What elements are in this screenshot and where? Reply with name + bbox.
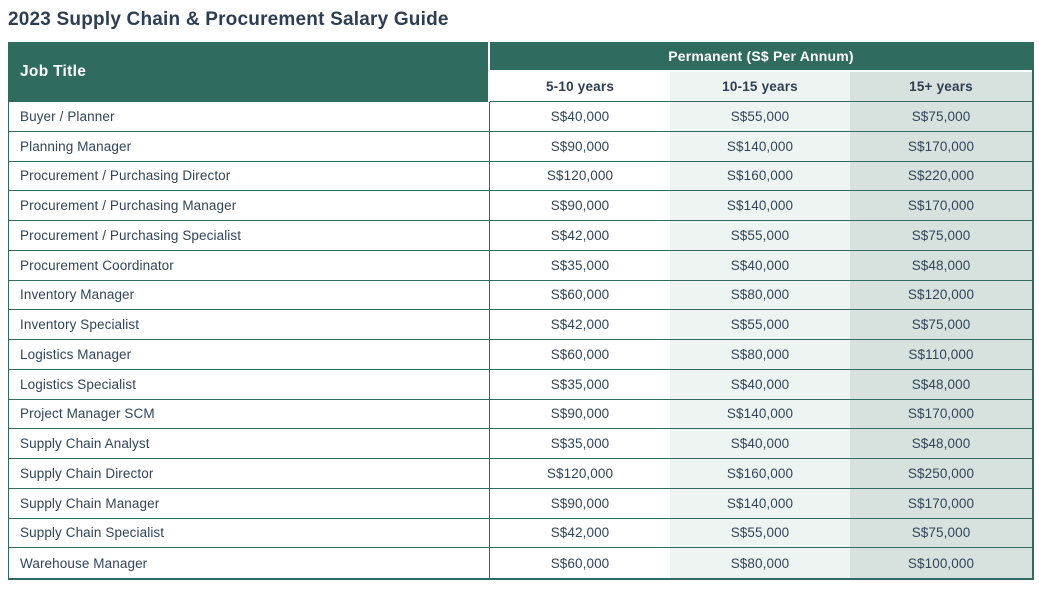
salary-cell: S$170,000 <box>850 488 1033 519</box>
salary-cell: S$48,000 <box>850 369 1033 400</box>
salary-cell: S$220,000 <box>850 161 1033 192</box>
job-title-cell: Logistics Specialist <box>9 369 490 400</box>
job-title-column-header: Job Title <box>9 42 490 102</box>
salary-cell: S$120,000 <box>490 161 670 192</box>
table-row: Procurement Coordinator S$35,000 S$40,00… <box>9 250 1033 281</box>
salary-cell: S$80,000 <box>670 340 850 370</box>
table-row: Procurement / Purchasing Manager S$90,00… <box>9 191 1033 221</box>
table-row: Supply Chain Analyst S$35,000 S$40,000 S… <box>9 429 1033 459</box>
salary-cell: S$140,000 <box>670 191 850 221</box>
salary-cell: S$40,000 <box>670 250 850 281</box>
job-title-cell: Procurement / Purchasing Specialist <box>9 221 490 251</box>
salary-cell: S$35,000 <box>490 250 670 281</box>
column-header-5-10-years: 5-10 years <box>490 72 670 102</box>
table-row: Supply Chain Director S$120,000 S$160,00… <box>9 459 1033 489</box>
salary-cell: S$55,000 <box>670 102 850 132</box>
salary-cell: S$110,000 <box>850 340 1033 370</box>
salary-cell: S$60,000 <box>490 280 670 311</box>
salary-cell: S$48,000 <box>850 250 1033 281</box>
salary-cell: S$75,000 <box>850 518 1033 549</box>
job-title-cell: Procurement / Purchasing Manager <box>9 191 490 221</box>
table-row: Inventory Specialist S$42,000 S$55,000 S… <box>9 310 1033 340</box>
salary-cell: S$40,000 <box>490 102 670 132</box>
table-row: Supply Chain Specialist S$42,000 S$55,00… <box>9 518 1033 549</box>
salary-cell: S$120,000 <box>490 459 670 489</box>
job-title-cell: Inventory Manager <box>9 280 490 311</box>
salary-cell: S$170,000 <box>850 131 1033 162</box>
salary-cell: S$160,000 <box>670 161 850 192</box>
salary-cell: S$80,000 <box>670 548 850 578</box>
salary-cell: S$60,000 <box>490 548 670 578</box>
salary-cell: S$60,000 <box>490 340 670 370</box>
salary-cell: S$55,000 <box>670 310 850 340</box>
job-title-cell: Buyer / Planner <box>9 102 490 132</box>
page: 2023 Supply Chain & Procurement Salary G… <box>8 9 1035 580</box>
table-row: Planning Manager S$90,000 S$140,000 S$17… <box>9 131 1033 162</box>
job-title-cell: Inventory Specialist <box>9 310 490 340</box>
job-title-cell: Project Manager SCM <box>9 399 490 430</box>
table-body: Buyer / Planner S$40,000 S$55,000 S$75,0… <box>9 102 1033 578</box>
salary-cell: S$90,000 <box>490 399 670 430</box>
salary-cell: S$42,000 <box>490 518 670 549</box>
salary-cell: S$55,000 <box>670 221 850 251</box>
salary-cell: S$100,000 <box>850 548 1033 578</box>
table-row: Logistics Manager S$60,000 S$80,000 S$11… <box>9 340 1033 370</box>
experience-header-row: 5-10 years 10-15 years 15+ years <box>9 72 1033 102</box>
table-row: Buyer / Planner S$40,000 S$55,000 S$75,0… <box>9 102 1033 132</box>
column-header-10-15-years: 10-15 years <box>670 72 850 102</box>
column-header-15-plus-years: 15+ years <box>850 72 1033 102</box>
salary-cell: S$170,000 <box>850 191 1033 221</box>
salary-cell: S$75,000 <box>850 102 1033 132</box>
salary-cell: S$170,000 <box>850 399 1033 430</box>
salary-cell: S$80,000 <box>670 280 850 311</box>
job-title-cell: Supply Chain Director <box>9 459 490 489</box>
table-row: Logistics Specialist S$35,000 S$40,000 S… <box>9 369 1033 400</box>
salary-cell: S$42,000 <box>490 310 670 340</box>
job-title-cell: Supply Chain Analyst <box>9 429 490 459</box>
job-title-cell: Procurement / Purchasing Director <box>9 161 490 192</box>
salary-cell: S$90,000 <box>490 191 670 221</box>
job-title-cell: Warehouse Manager <box>9 548 490 578</box>
job-title-cell: Planning Manager <box>9 131 490 162</box>
salary-cell: S$120,000 <box>850 280 1033 311</box>
salary-cell: S$75,000 <box>850 221 1033 251</box>
salary-cell: S$35,000 <box>490 429 670 459</box>
job-title-cell: Supply Chain Manager <box>9 488 490 519</box>
page-title: 2023 Supply Chain & Procurement Salary G… <box>8 9 449 30</box>
salary-cell: S$42,000 <box>490 221 670 251</box>
table-row: Procurement / Purchasing Director S$120,… <box>9 161 1033 192</box>
table-row: Supply Chain Manager S$90,000 S$140,000 … <box>9 488 1033 519</box>
salary-cell: S$140,000 <box>670 399 850 430</box>
table-row: Inventory Manager S$60,000 S$80,000 S$12… <box>9 280 1033 311</box>
salary-cell: S$160,000 <box>670 459 850 489</box>
salary-cell: S$35,000 <box>490 369 670 400</box>
salary-cell: S$250,000 <box>850 459 1033 489</box>
table-row: Warehouse Manager S$60,000 S$80,000 S$10… <box>9 548 1033 578</box>
salary-cell: S$48,000 <box>850 429 1033 459</box>
salary-cell: S$75,000 <box>850 310 1033 340</box>
salary-cell: S$40,000 <box>670 429 850 459</box>
table-row: Procurement / Purchasing Specialist S$42… <box>9 221 1033 251</box>
salary-table: Job Title Permanent (S$ Per Annum) 5-10 … <box>8 42 1035 580</box>
permanent-group-header: Permanent (S$ Per Annum) <box>490 42 1033 72</box>
salary-cell: S$140,000 <box>670 131 850 162</box>
salary-cell: S$90,000 <box>490 488 670 519</box>
salary-cell: S$90,000 <box>490 131 670 162</box>
table-header: Job Title Permanent (S$ Per Annum) 5-10 … <box>9 42 1033 102</box>
salary-cell: S$55,000 <box>670 518 850 549</box>
table-row: Project Manager SCM S$90,000 S$140,000 S… <box>9 399 1033 430</box>
salary-cell: S$40,000 <box>670 369 850 400</box>
job-title-cell: Logistics Manager <box>9 340 490 370</box>
salary-cell: S$140,000 <box>670 488 850 519</box>
job-title-cell: Procurement Coordinator <box>9 250 490 281</box>
group-header-row: Job Title Permanent (S$ Per Annum) <box>9 42 1033 102</box>
job-title-cell: Supply Chain Specialist <box>9 518 490 549</box>
